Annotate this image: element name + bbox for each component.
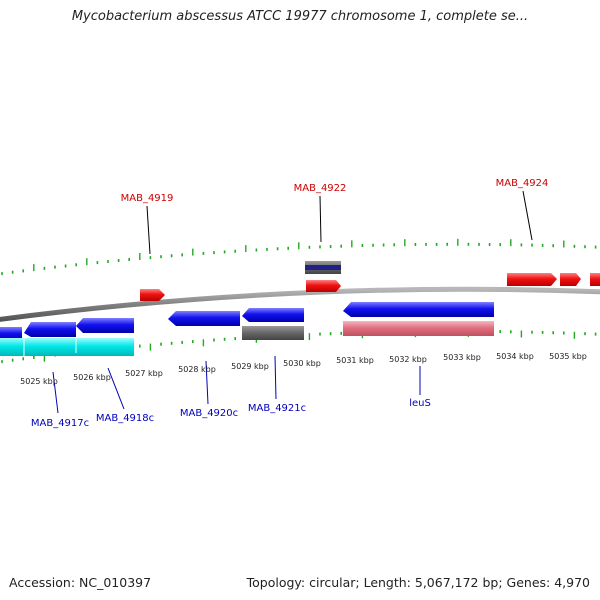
gene-mab-4922[interactable]: [306, 280, 341, 292]
label-leaders: [52, 190, 533, 414]
label-mab-4920c: MAB_4920c: [180, 408, 238, 419]
rna-feature-mab-4917c[interactable]: [0, 338, 134, 356]
gene-mab-4920c[interactable]: [168, 311, 240, 326]
feature-leus[interactable]: [343, 321, 494, 336]
upper-tick-ruler: [1, 238, 597, 276]
scale-label: 5028 kbp: [178, 365, 216, 374]
genome-stats-text: Topology: circular; Length: 5,067,172 bp…: [246, 575, 590, 590]
scale-label: 5033 kbp: [443, 353, 481, 362]
gene-forward-segment[interactable]: [590, 273, 600, 286]
scale-label: 5035 kbp: [549, 352, 587, 361]
gene-mab-4919[interactable]: [140, 289, 165, 301]
feature-mab-4922-region: [305, 261, 341, 274]
gene-mab-4917c[interactable]: [0, 327, 22, 341]
feature-mab-4921c[interactable]: [242, 326, 304, 340]
label-mab-4921c: MAB_4921c: [248, 403, 306, 414]
reverse-genes: [0, 302, 494, 341]
label-mab-4917c: MAB_4917c: [31, 418, 89, 429]
reverse-gene-labels: MAB_4917c MAB_4918c MAB_4920c MAB_4921c …: [31, 398, 431, 429]
scale-label: 5026 kbp: [73, 373, 111, 382]
gene-mab-4921c[interactable]: [242, 308, 304, 322]
lower-track-features: [0, 321, 494, 356]
gene-mab-4917c-segment[interactable]: [24, 322, 76, 337]
label-mab-4924: MAB_4924: [496, 178, 549, 189]
scale-label: 5025 kbp: [20, 377, 58, 386]
scale-label: 5029 kbp: [231, 362, 269, 371]
scale-label: 5030 kbp: [283, 359, 321, 368]
scale-label: 5034 kbp: [496, 352, 534, 361]
chromosome-backbone: [0, 286, 600, 322]
scale-label: 5032 kbp: [389, 355, 427, 364]
scale-label: 5031 kbp: [336, 356, 374, 365]
map-title: Mycobacterium abscessus ATCC 19977 chrom…: [71, 9, 529, 24]
gene-mab-4924[interactable]: [507, 273, 557, 286]
scale-label: 5027 kbp: [125, 369, 163, 378]
label-mab-4918c: MAB_4918c: [96, 413, 154, 424]
label-mab-4922: MAB_4922: [294, 183, 347, 194]
forward-gene-labels: MAB_4919 MAB_4922 MAB_4924: [121, 178, 549, 204]
label-mab-4919: MAB_4919: [121, 193, 174, 204]
label-leus: leuS: [409, 398, 431, 409]
forward-genes: [140, 273, 600, 301]
accession-text: Accession: NC_010397: [9, 575, 152, 590]
gene-mab-4918c[interactable]: [76, 318, 134, 333]
gene-leus[interactable]: [343, 302, 494, 317]
scale-labels: 5025 kbp 5026 kbp 5027 kbp 5028 kbp 5029…: [20, 352, 587, 386]
gene-forward-segment[interactable]: [560, 273, 581, 286]
